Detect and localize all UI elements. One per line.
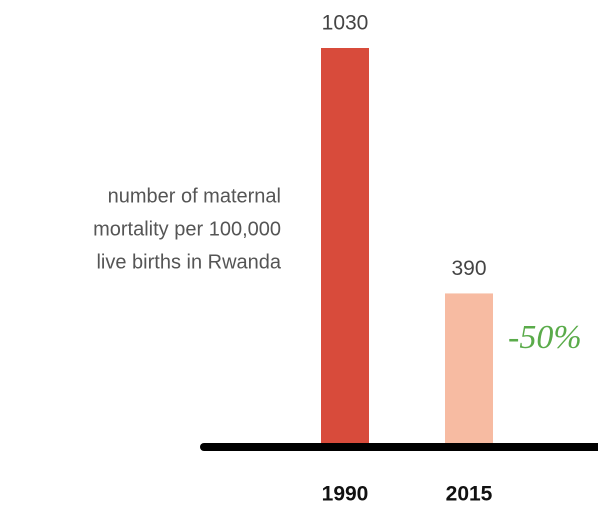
y-label-line: live births in Rwanda [96, 251, 281, 273]
value-label: 1030 [322, 12, 369, 35]
y-label-line: number of maternal [108, 185, 281, 207]
bar [445, 293, 493, 443]
x-tick-label: 2015 [446, 483, 493, 506]
annotation: -50% [508, 319, 582, 356]
bar [321, 48, 369, 443]
x-tick-label: 1990 [322, 483, 369, 506]
value-label: 390 [451, 257, 486, 280]
y-label-line: mortality per 100,000 [93, 218, 281, 240]
